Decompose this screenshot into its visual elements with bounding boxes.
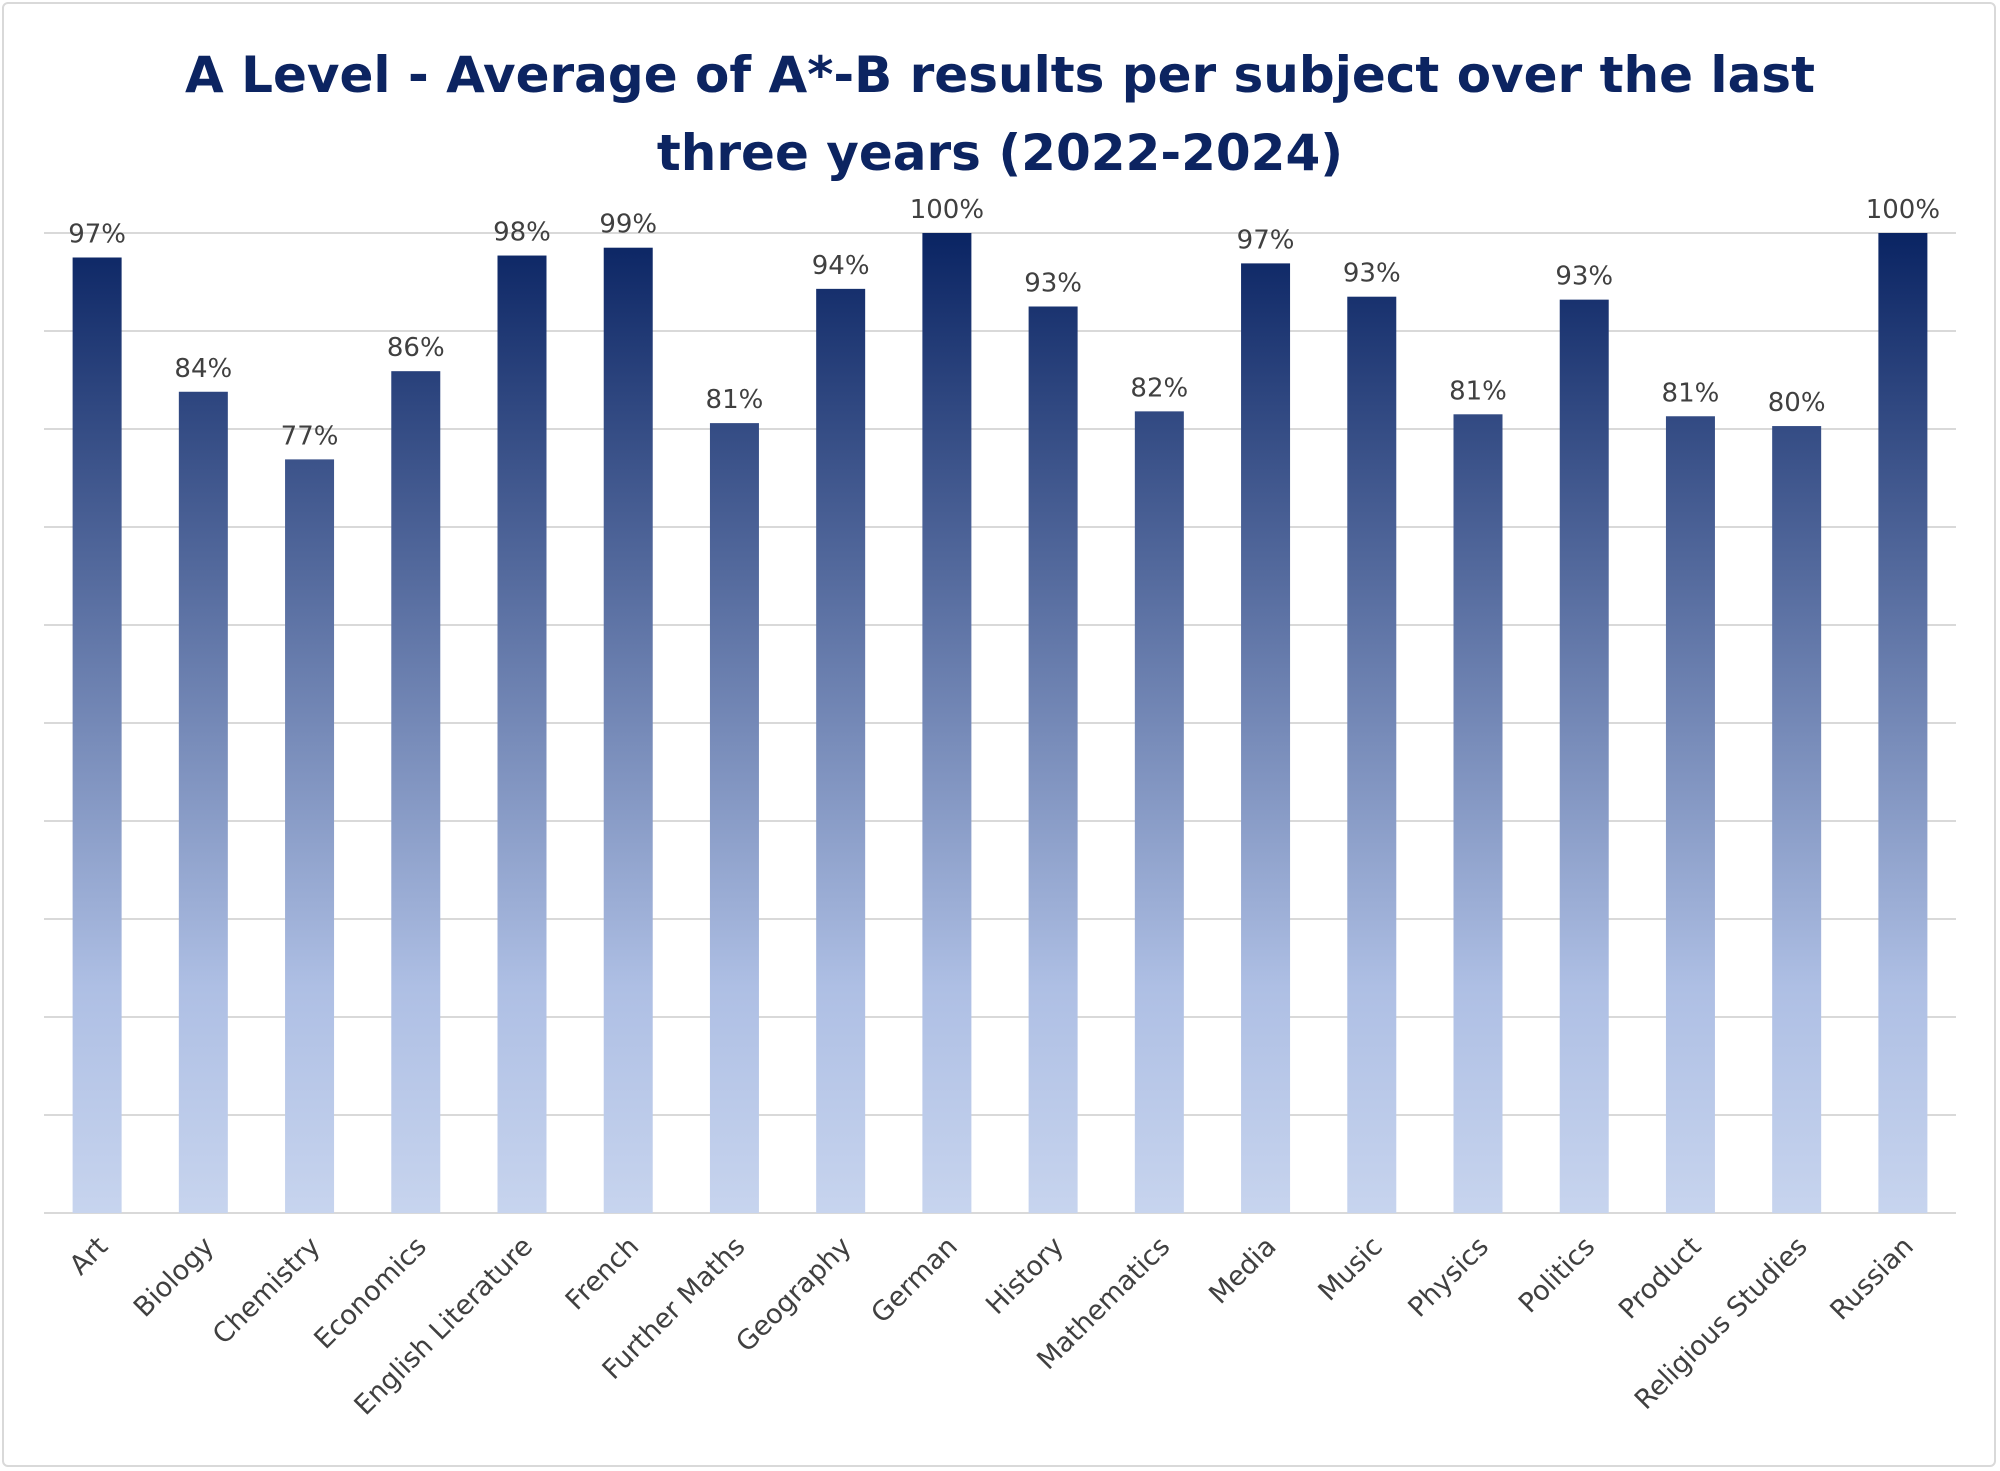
data-label: 77% [281,421,339,451]
x-tick-label: Russian [1824,1231,1919,1326]
x-tick-label: German [865,1231,963,1329]
data-label: 84% [174,354,232,384]
data-label: 81% [706,385,764,415]
x-tick-label: Music [1312,1231,1388,1307]
bar [1347,296,1397,1213]
data-label: 86% [387,333,445,363]
data-label: 82% [1130,373,1188,403]
bar [1665,416,1715,1213]
x-tick-label: English Literature [349,1231,539,1421]
bar [285,459,335,1213]
data-label: 93% [1555,262,1613,292]
bar [1028,306,1078,1213]
bar [1772,426,1822,1213]
data-label: 93% [1024,269,1082,299]
bar [1878,233,1928,1213]
chart-title: A Level - Average of A*-B results per su… [185,46,1815,182]
bar [816,288,866,1213]
x-tick-label: Art [64,1231,114,1281]
gridlines [44,232,1956,1214]
bar [1453,414,1503,1213]
data-label: 93% [1343,259,1401,289]
x-tick-label: Product [1613,1231,1707,1325]
x-tick-label: French [560,1231,645,1316]
data-label: 81% [1662,378,1720,408]
bar [178,391,228,1213]
data-label: 100% [1866,195,1940,225]
bar [922,233,972,1213]
x-tick-label: History [980,1231,1070,1321]
x-tick-label: Geography [730,1231,857,1358]
bar [1134,411,1184,1213]
bar [1559,299,1609,1213]
bar [391,371,441,1213]
data-label: 100% [910,195,984,225]
bar [709,423,759,1213]
bar [603,247,653,1213]
bar [1241,263,1291,1213]
data-label: 97% [68,220,126,250]
data-label: 94% [812,251,870,281]
data-label: 81% [1449,376,1507,406]
data-label: 98% [493,218,551,248]
data-label: 97% [1237,225,1295,255]
data-labels: 97% 84% 77% 86% 98% 99% 81% 94% 100% 93% 82% 97% 93%… [68,195,1940,451]
x-tick-label: Media [1203,1231,1282,1310]
data-label: 99% [599,210,657,240]
bar [72,257,122,1213]
data-label: 80% [1768,388,1826,418]
x-tick-label: Biology [128,1231,220,1323]
bar [497,255,547,1214]
bars [72,233,1928,1214]
x-tick-label: Politics [1513,1231,1601,1319]
x-tick-label: Physics [1402,1231,1495,1324]
